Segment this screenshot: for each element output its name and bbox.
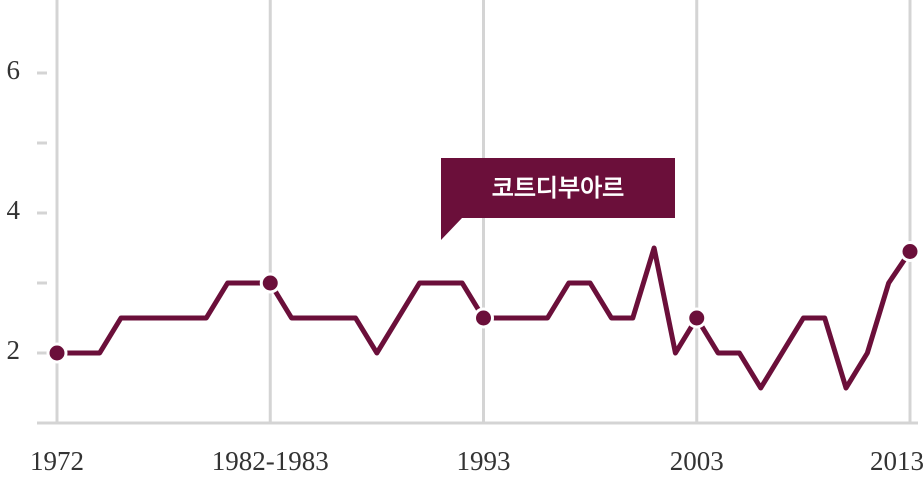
point <box>259 272 281 294</box>
point <box>899 241 921 262</box>
x-tick-label: 1993 <box>457 446 511 476</box>
annotation-text: 코트디부아르 <box>492 174 624 202</box>
point <box>686 307 708 329</box>
x-tick-label: 2003 <box>670 446 724 476</box>
point <box>46 342 68 364</box>
point <box>473 307 494 329</box>
x-tick-label: 1972 <box>30 446 84 476</box>
y-tick-label: 6 <box>7 55 21 85</box>
x-tick-label: 1982-1983 <box>212 446 329 476</box>
annotation-box <box>441 158 675 240</box>
y-tick-label: 4 <box>7 195 21 225</box>
y-tick-label: 2 <box>7 335 21 365</box>
x-tick-label: 2013 <box>870 446 924 476</box>
